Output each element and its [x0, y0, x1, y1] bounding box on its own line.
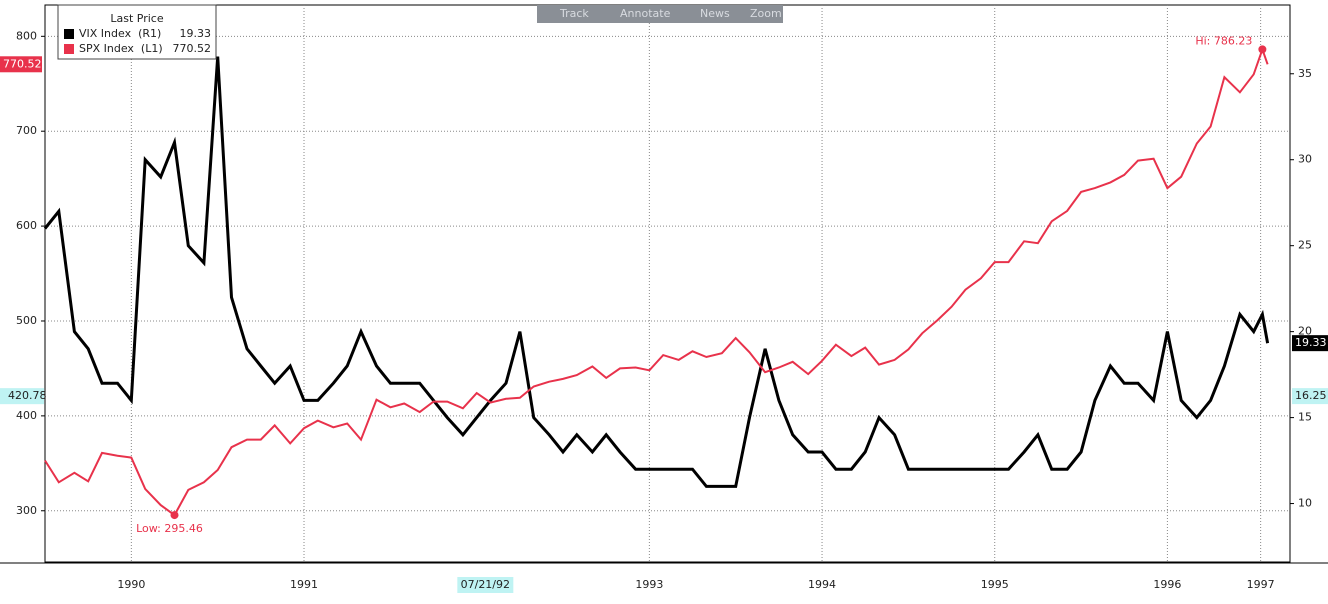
- crosshair-badge: [1292, 388, 1328, 405]
- last-value-badge: [0, 56, 42, 73]
- y2-tick-label: 30: [1298, 153, 1312, 166]
- legend-swatch: [64, 29, 74, 39]
- y-tick-label: 500: [16, 314, 37, 327]
- toolbar-label: Track: [559, 7, 589, 20]
- toolbar-button[interactable]: Zoom: [750, 7, 782, 20]
- legend-label: VIX Index (R1): [79, 27, 161, 40]
- crosshair-y2-label: 16.25: [1295, 389, 1327, 402]
- legend-label: SPX Index (L1): [79, 42, 163, 55]
- series-line: [43, 56, 1270, 488]
- x-tick-label: 1997: [1247, 578, 1275, 591]
- toolbar-button[interactable]: Track: [559, 7, 589, 20]
- y2-tick-label: 25: [1298, 239, 1312, 252]
- toolbar-label: News: [700, 7, 730, 20]
- legend-value: 770.52: [173, 42, 212, 55]
- y2-tick-label: 35: [1298, 67, 1312, 80]
- toolbar-label: Annotate: [620, 7, 671, 20]
- last-value-label: 19.33: [1295, 336, 1327, 349]
- annotation-high: Hi: 786.23: [1195, 34, 1252, 47]
- y-tick-label: 700: [16, 124, 37, 137]
- high-marker: [1258, 45, 1267, 54]
- toolbar-button[interactable]: News: [700, 7, 730, 20]
- y-tick-label: 400: [16, 409, 37, 422]
- crosshair-y-label: 420.78: [8, 389, 47, 402]
- x-tick-label: 1993: [635, 578, 663, 591]
- y-tick-label: 600: [16, 219, 37, 232]
- y2-tick-label: 15: [1298, 411, 1312, 424]
- x-tick-label: 1994: [808, 578, 836, 591]
- crosshair-badge: [0, 388, 44, 405]
- x-tick-label: 1991: [290, 578, 318, 591]
- toolbar: [537, 5, 783, 23]
- annotation-low: Low: 295.46: [136, 522, 203, 535]
- low-marker: [170, 511, 179, 520]
- x-tick-label: 1996: [1153, 578, 1181, 591]
- legend-value: 19.33: [180, 27, 212, 40]
- y2-tick-label: 10: [1298, 497, 1312, 510]
- last-value-label: 770.52: [3, 57, 42, 70]
- crosshair-x-label: 07/21/92: [461, 578, 510, 591]
- legend-swatch: [64, 44, 74, 54]
- y2-tick-label: 20: [1298, 325, 1312, 338]
- legend-title: Last Price: [110, 12, 163, 25]
- series-line: [44, 46, 1269, 517]
- toolbar-label: Zoom: [750, 7, 782, 20]
- legend-box: [57, 4, 217, 60]
- y-tick-label: 300: [16, 504, 37, 517]
- toolbar-button[interactable]: Annotate: [620, 7, 671, 20]
- x-tick-label: 1990: [117, 578, 145, 591]
- x-tick-label: 1995: [981, 578, 1009, 591]
- last-value-badge: [1292, 335, 1328, 352]
- crosshair-badge: [457, 577, 514, 593]
- y-tick-label: 800: [16, 29, 37, 42]
